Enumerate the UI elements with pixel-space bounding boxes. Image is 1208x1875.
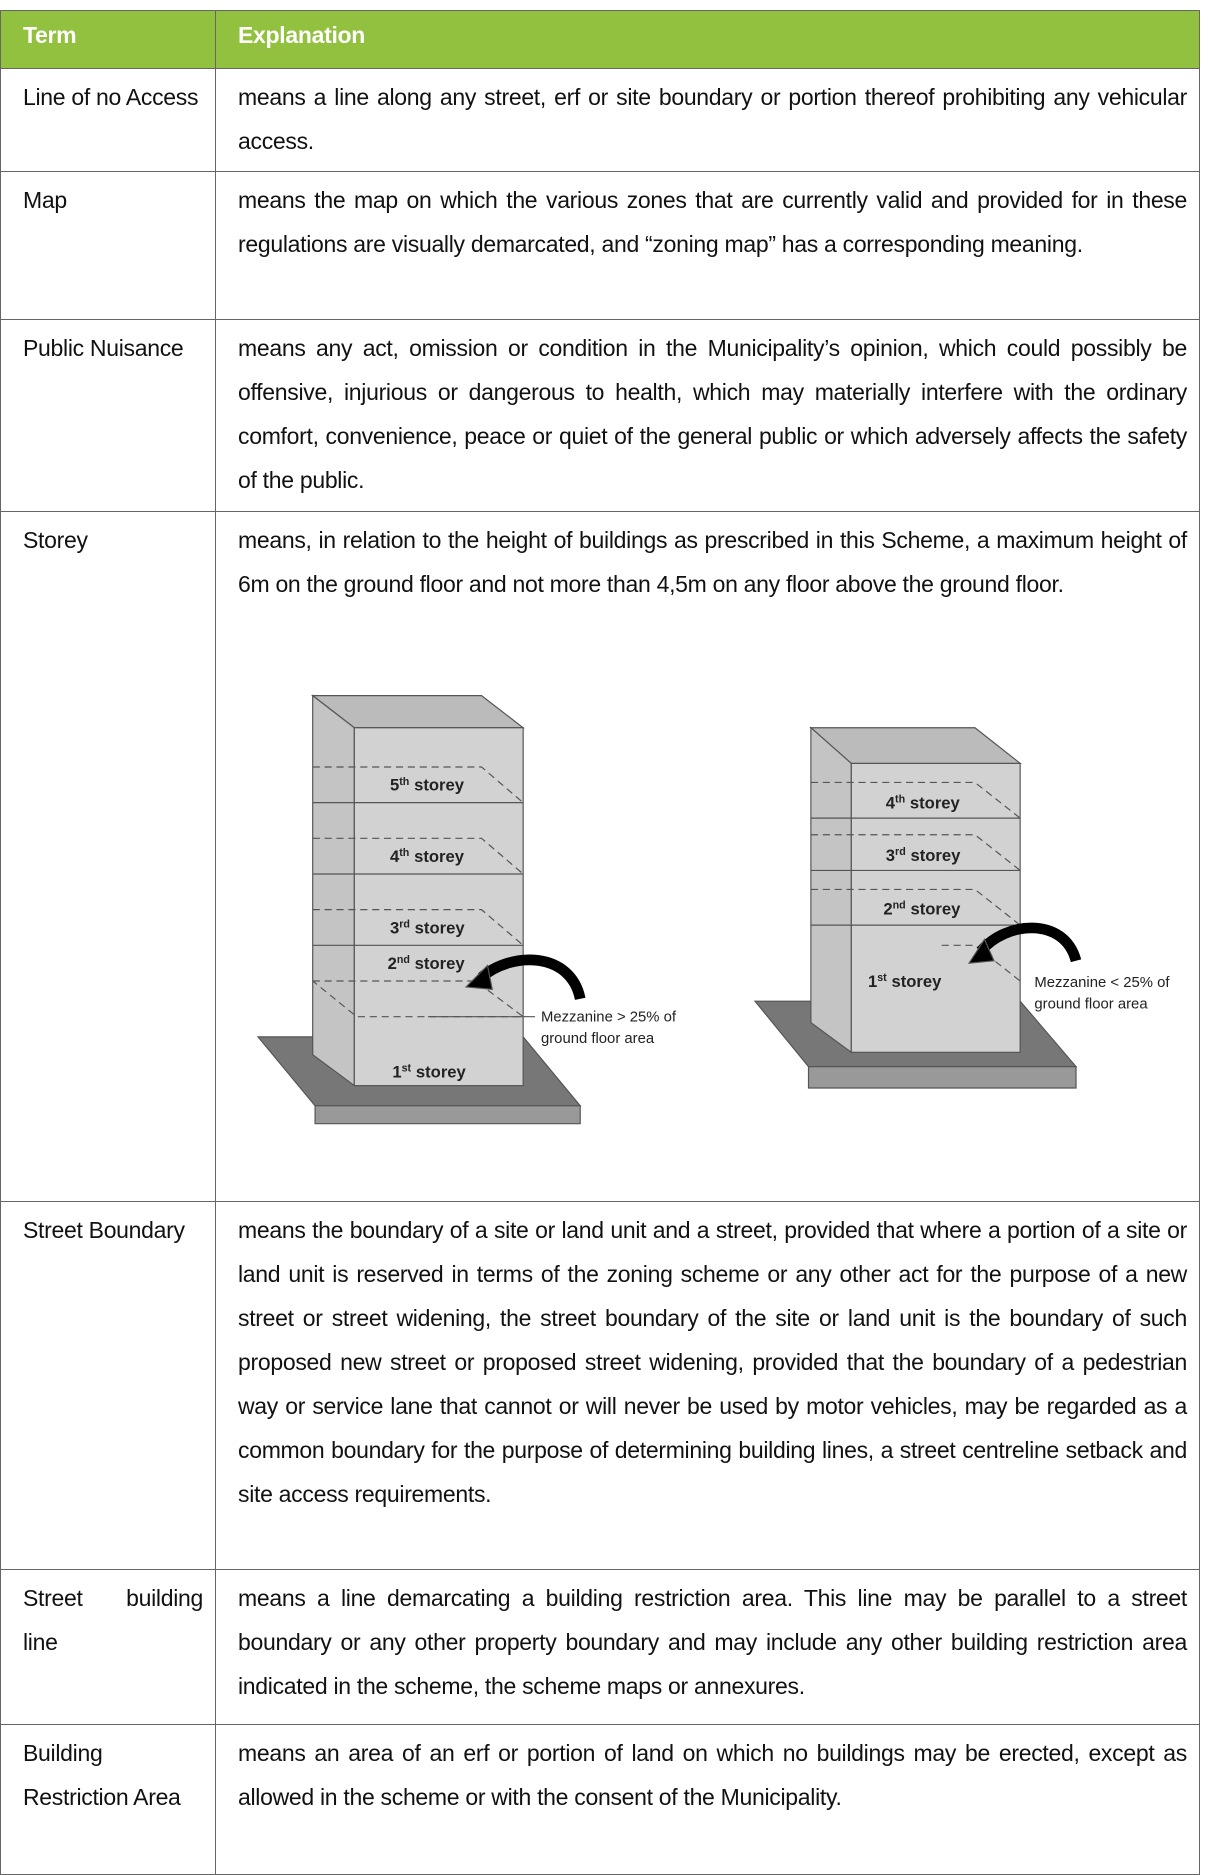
term-cell: Street building line — [0, 1569, 216, 1725]
definitions-table: Term Explanation Line of no Access means a… — [0, 10, 1200, 1875]
term-cell: Street Boundary — [0, 1201, 216, 1570]
table-row: Street Boundary means the boundary of a s… — [0, 1201, 1200, 1570]
explanation-cell: means a line demarcating a building rest… — [215, 1569, 1200, 1725]
term-cell: Line of no Access — [0, 68, 216, 172]
explanation-cell: means the boundary of a site or land uni… — [215, 1201, 1200, 1570]
term-cell: Public Nuisance — [0, 319, 216, 512]
explanation-cell: means any act, omission or condition in … — [215, 319, 1200, 512]
term-cell: Building Restriction Area — [0, 1724, 216, 1875]
explanation-cell: means, in relation to the height of buil… — [215, 511, 1200, 1202]
explanation-cell: means a line along any street, erf or si… — [215, 68, 1200, 172]
table-row: Map means the map on which the various zo… — [0, 171, 1200, 320]
table-row: Storey means, in relation to the height o… — [0, 511, 1200, 1202]
table-row: Building Restriction Area means an area o… — [0, 1724, 1200, 1875]
term-cell: Map — [0, 171, 216, 320]
table-row: Line of no Access means a line along any … — [0, 68, 1200, 172]
header-term: Term — [0, 10, 216, 69]
header-explanation: Explanation — [215, 10, 1200, 69]
explanation-cell: means the map on which the various zones… — [215, 171, 1200, 320]
table-row: Street building line means a line demarca… — [0, 1569, 1200, 1725]
explanation-cell: means an area of an erf or portion of la… — [215, 1724, 1200, 1875]
term-cell: Storey — [0, 511, 216, 1202]
table-row: Public Nuisance means any act, omission o… — [0, 319, 1200, 512]
